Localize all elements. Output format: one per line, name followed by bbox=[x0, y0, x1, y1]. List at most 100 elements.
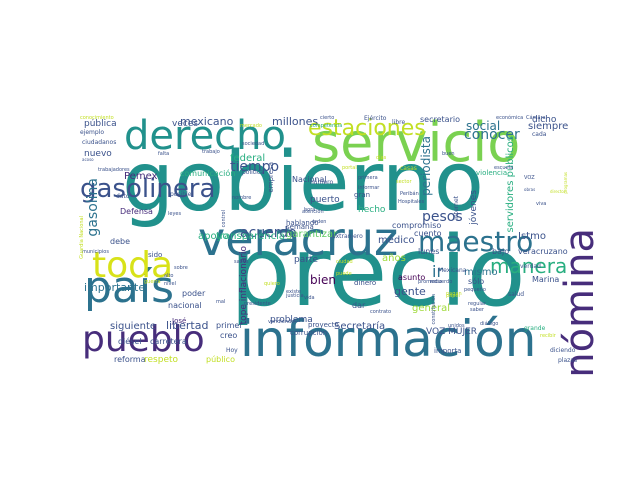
cloud-word: bajo bbox=[492, 247, 510, 256]
cloud-word: diésel bbox=[118, 337, 142, 346]
cloud-word: social bbox=[466, 119, 501, 133]
cloud-word: casas bbox=[400, 165, 417, 172]
cloud-word: Marina bbox=[532, 275, 560, 284]
cloud-word: ciudad bbox=[336, 259, 353, 265]
cloud-word: Pemex bbox=[124, 171, 158, 182]
cloud-word: hora bbox=[304, 207, 316, 213]
cloud-word: atención bbox=[302, 209, 324, 215]
cloud-word: alto bbox=[164, 273, 174, 279]
cloud-word: cuento bbox=[414, 229, 442, 238]
cloud-word: tiempo bbox=[230, 159, 280, 175]
cloud-word: información bbox=[240, 310, 537, 368]
cloud-word: general bbox=[412, 303, 451, 314]
cloud-word: Istmo bbox=[518, 231, 546, 242]
cloud-word: proyecto bbox=[308, 321, 339, 329]
cloud-word: nuevo bbox=[84, 149, 112, 159]
cloud-word: gente bbox=[394, 285, 426, 298]
cloud-word: acoso bbox=[82, 157, 94, 162]
cloud-word: días bbox=[376, 155, 387, 161]
cloud-word: siguiente bbox=[110, 321, 157, 332]
cloud-word: parte bbox=[294, 255, 318, 265]
cloud-word: pequeño bbox=[464, 287, 486, 293]
cloud-word: Internet bbox=[453, 196, 460, 220]
cloud-word: primer bbox=[216, 321, 243, 330]
cloud-word: millones bbox=[272, 115, 319, 128]
cloud-word: precio bbox=[230, 216, 526, 328]
cloud-word: semana bbox=[286, 223, 314, 231]
cloud-word: salud bbox=[508, 291, 525, 298]
cloud-word: importa bbox=[434, 347, 462, 355]
cloud-word: competencia bbox=[310, 123, 343, 129]
cloud-word: veracruz bbox=[198, 212, 399, 266]
cloud-word: viva bbox=[536, 201, 547, 207]
cloud-word: nacional bbox=[168, 301, 202, 310]
cloud-word: extranjero bbox=[332, 233, 363, 240]
cloud-word: verdad bbox=[520, 263, 541, 270]
cloud-word: conocer bbox=[464, 127, 520, 143]
cloud-word: transparencia bbox=[216, 231, 285, 242]
cloud-word: diciendo bbox=[550, 347, 576, 354]
cloud-word: portal bbox=[342, 165, 357, 171]
cloud-word: veces bbox=[172, 119, 199, 129]
cloud-word: nombre bbox=[232, 195, 252, 201]
cloud-word: pagan bbox=[446, 291, 462, 297]
cloud-word: problema bbox=[270, 315, 313, 325]
cloud-word: papel bbox=[446, 293, 460, 299]
cloud-word: estaciones bbox=[308, 116, 426, 141]
cloud-word: cada bbox=[532, 131, 547, 138]
cloud-word: vendiendo bbox=[268, 319, 295, 325]
cloud-word: mexicano bbox=[180, 115, 234, 128]
cloud-word: informar bbox=[358, 185, 380, 191]
cloud-word: director bbox=[550, 189, 566, 194]
cloud-word: Defensa bbox=[120, 207, 153, 216]
cloud-word: sido bbox=[148, 251, 163, 259]
cloud-word: público bbox=[206, 355, 235, 364]
cloud-word: Secretaría bbox=[334, 321, 386, 332]
cloud-word: debe bbox=[110, 237, 130, 246]
cloud-word: guerra bbox=[144, 279, 161, 285]
cloud-word: puede bbox=[336, 271, 352, 277]
cloud-word: periodista bbox=[419, 136, 433, 196]
cloud-word: Hospitales bbox=[398, 199, 425, 205]
cloud-word: falta bbox=[158, 151, 170, 157]
cloud-word: veracruzano bbox=[518, 247, 568, 256]
cloud-word: respeto bbox=[144, 355, 179, 365]
cloud-word: unidos bbox=[448, 323, 465, 329]
cloud-word: justicia bbox=[286, 293, 304, 299]
cloud-word: libre bbox=[392, 119, 406, 126]
cloud-word: violencia bbox=[476, 169, 508, 177]
cloud-word: creo bbox=[220, 331, 238, 340]
cloud-word: maestro bbox=[418, 225, 534, 258]
cloud-word: empresa bbox=[267, 162, 275, 193]
cloud-word: grande bbox=[524, 325, 546, 332]
cloud-word: gasolina bbox=[85, 178, 101, 237]
cloud-word: jóvenes bbox=[469, 190, 479, 225]
cloud-word: poder bbox=[182, 289, 206, 298]
cloud-word: VOZ MUJER bbox=[426, 327, 478, 337]
cloud-word: dar bbox=[352, 301, 366, 310]
cloud-word: servidores públicos bbox=[505, 136, 516, 233]
cloud-word: mercado bbox=[240, 123, 262, 129]
cloud-word: constitución bbox=[431, 294, 437, 325]
cloud-word: conocimiento bbox=[80, 115, 114, 121]
cloud-word: derecho bbox=[124, 113, 286, 159]
cloud-word: sólo bbox=[468, 277, 485, 286]
cloud-word: orden bbox=[312, 219, 327, 225]
cloud-word: contrato bbox=[370, 309, 392, 315]
cloud-word: sociedad bbox=[242, 141, 265, 147]
cloud-word: hablando bbox=[286, 219, 319, 227]
cloud-word: sector bbox=[396, 179, 412, 185]
cloud-word: años bbox=[382, 253, 406, 264]
cloud-word: sobre bbox=[174, 265, 188, 271]
cloud-word: ciudadanos bbox=[82, 139, 117, 146]
cloud-word: carretera bbox=[150, 337, 187, 346]
cloud-word: nivel bbox=[164, 281, 176, 287]
cloud-word: hecho bbox=[358, 205, 386, 215]
cloud-word: país bbox=[84, 262, 175, 313]
cloud-word: ejemplo bbox=[80, 129, 105, 136]
cloud-word: Ejército bbox=[364, 115, 387, 122]
cloud-word: VOZ bbox=[524, 175, 535, 181]
cloud-word: garantizar bbox=[286, 229, 338, 240]
cloud-word: gran bbox=[354, 191, 371, 199]
